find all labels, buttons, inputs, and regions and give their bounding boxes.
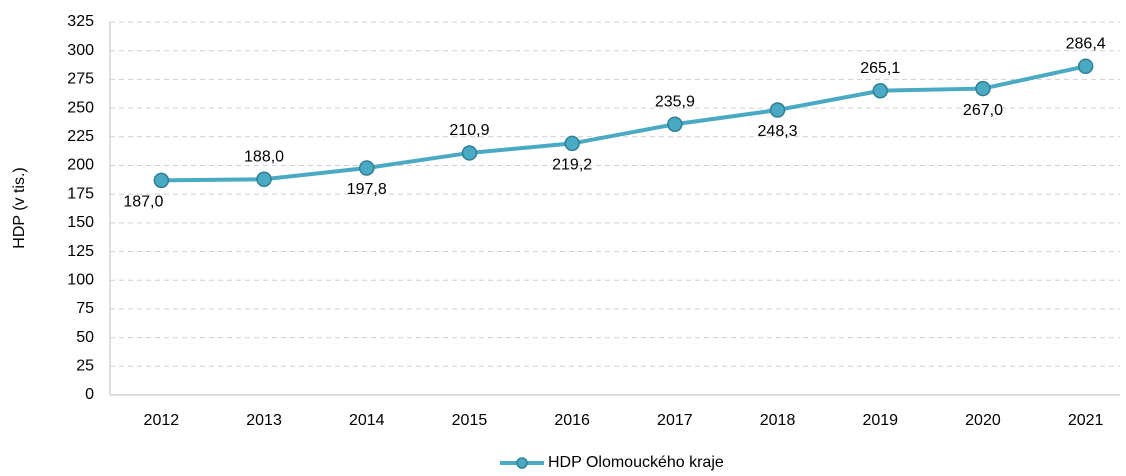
- data-label: 248,3: [758, 123, 798, 140]
- data-label: 286,4: [1066, 36, 1106, 53]
- data-point: [564, 135, 580, 152]
- data-point: [975, 80, 991, 97]
- x-tick-label: 2019: [862, 412, 898, 429]
- y-tick-label: 200: [67, 157, 94, 174]
- y-tick-label: 225: [67, 128, 94, 145]
- data-point: [256, 171, 272, 187]
- data-point: [667, 116, 683, 133]
- data-point: [461, 145, 478, 161]
- y-axis-label: HDP (v tis.): [11, 167, 28, 248]
- x-tick-label: 2021: [1068, 412, 1104, 429]
- data-point: [872, 82, 888, 99]
- x-tick-label: 2016: [554, 412, 590, 429]
- data-label: 219,2: [552, 157, 592, 174]
- y-tick-label: 275: [67, 71, 94, 88]
- legend-marker: [516, 457, 528, 469]
- y-tick-label: 325: [67, 13, 94, 30]
- legend-label: HDP Olomouckého kraje: [548, 454, 724, 471]
- data-label: 188,0: [244, 148, 284, 165]
- y-tick-label: 300: [67, 42, 94, 59]
- x-tick-label: 2017: [657, 412, 693, 429]
- data-point: [359, 160, 375, 176]
- data-point: [1077, 58, 1094, 75]
- y-tick-label: 125: [67, 243, 94, 260]
- data-label: 235,9: [655, 93, 695, 110]
- y-tick-label: 75: [76, 300, 94, 317]
- series-line: [161, 64, 1087, 183]
- data-label: 210,9: [449, 122, 489, 139]
- x-tick-label: 2020: [965, 412, 1001, 429]
- data-label: 187,0: [123, 194, 163, 211]
- y-tick-label: 0: [85, 386, 94, 403]
- y-tick-label: 250: [67, 99, 94, 116]
- y-tick-label: 150: [67, 214, 94, 231]
- data-label: 197,8: [347, 181, 387, 198]
- data-label: 265,1: [860, 60, 900, 77]
- x-tick-label: 2012: [144, 412, 180, 429]
- data-point: [769, 102, 786, 118]
- y-tick-label: 175: [67, 185, 94, 202]
- x-tick-label: 2018: [760, 412, 796, 429]
- y-tick-label: 50: [76, 329, 94, 346]
- x-tick-label: 2013: [246, 412, 282, 429]
- y-tick-label: 100: [67, 271, 94, 288]
- data-label: 267,0: [963, 102, 1003, 119]
- x-tick-label: 2015: [452, 412, 488, 429]
- y-tick-label: 25: [76, 358, 94, 375]
- data-point: [153, 172, 170, 189]
- x-tick-label: 2014: [349, 412, 385, 429]
